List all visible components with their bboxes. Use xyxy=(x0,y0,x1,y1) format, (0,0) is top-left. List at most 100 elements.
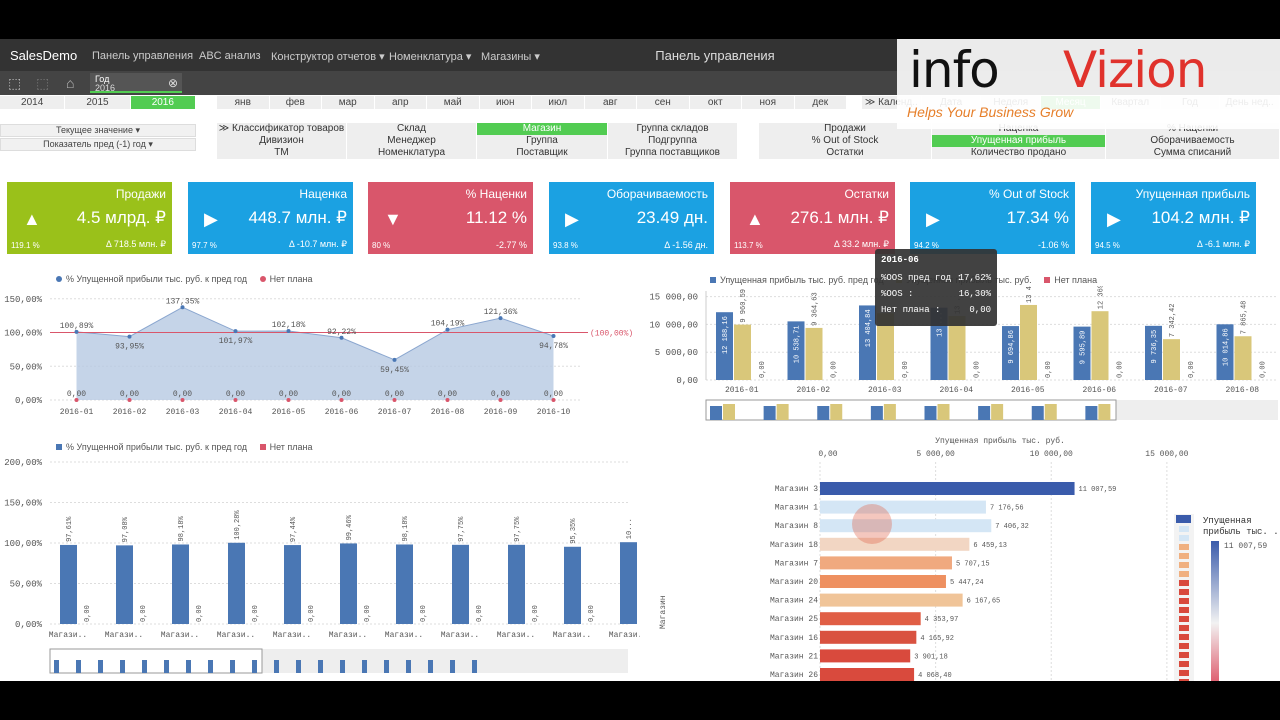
menu-nomenclature[interactable]: Номенклатура ▾ xyxy=(389,51,472,63)
dimension-item[interactable]: Группа xyxy=(477,135,608,147)
bar[interactable] xyxy=(116,545,133,624)
bar[interactable] xyxy=(172,544,189,624)
home-icon[interactable]: ⌂ xyxy=(66,75,75,91)
dimension-item[interactable]: Дивизион xyxy=(217,135,347,147)
selection-back-icon[interactable]: ⬚ xyxy=(8,75,22,91)
bar[interactable] xyxy=(948,316,966,380)
data-point[interactable] xyxy=(127,334,132,339)
bar[interactable] xyxy=(820,575,946,588)
measure-item[interactable]: Продажи xyxy=(759,123,932,135)
bar[interactable] xyxy=(1002,326,1019,380)
bar[interactable] xyxy=(284,545,301,624)
bar[interactable] xyxy=(820,668,915,681)
data-point[interactable] xyxy=(286,329,291,334)
bar[interactable] xyxy=(60,544,77,624)
bar[interactable] xyxy=(228,542,245,624)
chart-lost-profit-pct-by-store[interactable]: 0,00% 50,00% 100,00% 150,00% 200,00% 97,61% 0,… xyxy=(0,454,640,679)
data-point[interactable] xyxy=(551,334,556,339)
app-brand[interactable]: SalesDemo xyxy=(10,48,78,63)
chart-lost-profit-pct-by-month[interactable]: 0,00% 50,00% 100,00% 150,00% (100,00%) 100,89… xyxy=(0,284,640,434)
plan-point[interactable] xyxy=(233,398,238,402)
dimension-item[interactable]: Поставщик xyxy=(477,147,608,159)
month-item[interactable]: июл xyxy=(532,96,585,109)
month-item[interactable]: фев xyxy=(269,96,322,109)
scroll-thumb[interactable] xyxy=(49,648,263,674)
data-point[interactable] xyxy=(180,305,185,310)
month-item[interactable]: мар xyxy=(322,96,375,109)
selection-forward-icon[interactable]: ⬚ xyxy=(36,75,50,91)
bar[interactable] xyxy=(508,544,525,624)
chart-lost-profit-by-store[interactable]: Упущенная прибыль тыс. руб. 0,00 5 000,00 1… xyxy=(650,434,1280,681)
dimension-item[interactable]: Группа складов xyxy=(608,123,738,135)
menu-stores[interactable]: Магазины ▾ xyxy=(481,51,540,63)
prev-year-dropdown[interactable]: Показатель пред (-1) год ▾ xyxy=(0,138,196,151)
measure-item[interactable]: % Out of Stock xyxy=(759,135,932,147)
bar[interactable] xyxy=(1091,311,1109,380)
data-point[interactable] xyxy=(498,316,503,321)
bar[interactable] xyxy=(1145,325,1162,380)
bar[interactable] xyxy=(820,537,970,551)
data-point[interactable] xyxy=(233,329,238,334)
bar[interactable] xyxy=(716,312,733,380)
measure-item[interactable]: Остатки xyxy=(759,147,932,159)
data-point[interactable] xyxy=(339,335,344,340)
bar[interactable] xyxy=(805,327,823,380)
menu-report-builder[interactable]: Конструктор отчетов ▾ xyxy=(271,51,385,63)
bar[interactable] xyxy=(1234,336,1252,380)
dimension-item[interactable]: Подгруппа xyxy=(608,135,738,147)
bar[interactable] xyxy=(1020,304,1037,380)
bar[interactable] xyxy=(787,321,805,380)
month-item[interactable]: ноя xyxy=(742,96,795,109)
kpi-card[interactable]: Упущенная прибыль ▶ 104.2 млн. ₽ 94.5 % Δ -6… xyxy=(1091,182,1256,254)
month-item[interactable]: янв xyxy=(217,96,270,109)
dimension-item[interactable]: Магазин xyxy=(477,123,608,135)
kpi-card[interactable]: Наценка ▶ 448.7 млн. ₽ 97.7 % Δ -10.7 млн. ₽ xyxy=(188,182,353,254)
plan-point[interactable] xyxy=(180,398,185,402)
kpi-card[interactable]: Остатки ▲ 276.1 млн. ₽ 113.7 % Δ 33.2 млн. ₽ xyxy=(730,182,895,254)
bar[interactable] xyxy=(820,482,1075,495)
bar[interactable] xyxy=(820,612,921,626)
dimension-item[interactable]: Номенклатура xyxy=(347,147,477,159)
dimension-item[interactable]: Менеджер xyxy=(347,135,477,147)
bar[interactable] xyxy=(452,544,469,624)
data-point[interactable] xyxy=(392,357,397,362)
bar[interactable] xyxy=(877,313,894,380)
year-2016[interactable]: 2016 xyxy=(130,96,196,109)
year-2015[interactable]: 2015 xyxy=(65,96,131,109)
bar[interactable] xyxy=(820,593,963,607)
dimension-item[interactable]: Группа поставщиков xyxy=(608,147,738,159)
kpi-card[interactable]: Оборачиваемость ▶ 23.49 дн. 93.8 % Δ -1.56 д… xyxy=(549,182,714,254)
dimension-item[interactable]: ≫ Классификатор товаров xyxy=(217,123,347,135)
kpi-card[interactable]: Продажи ▲ 4.5 млрд. ₽ 119.1 % Δ 718.5 млн. ₽ xyxy=(7,182,172,254)
bar[interactable] xyxy=(820,519,992,533)
measure-item[interactable]: Сумма списаний xyxy=(1106,147,1280,159)
plan-point[interactable] xyxy=(498,398,503,402)
month-item[interactable]: июн xyxy=(479,96,532,109)
plan-point[interactable] xyxy=(339,398,344,402)
dimension-item[interactable]: ТМ xyxy=(217,147,347,159)
menu-abc-analysis[interactable]: ABC анализ xyxy=(199,50,261,62)
plan-point[interactable] xyxy=(392,398,397,402)
bar[interactable] xyxy=(734,324,751,380)
bar[interactable] xyxy=(859,305,876,380)
month-item[interactable]: дек xyxy=(794,96,847,109)
bar[interactable] xyxy=(1216,324,1234,380)
kpi-card[interactable]: % Наценки ▼ 11.12 % 80 % -2.77 % xyxy=(368,182,533,254)
month-item[interactable]: апр xyxy=(374,96,427,109)
measure-item[interactable]: Упущенная прибыль xyxy=(932,135,1106,147)
month-item[interactable]: окт xyxy=(689,96,742,109)
bar[interactable] xyxy=(340,543,357,624)
data-point[interactable] xyxy=(74,329,79,334)
bar[interactable] xyxy=(564,546,581,624)
measure-item[interactable]: Количество продано xyxy=(932,147,1106,159)
menu-dashboard[interactable]: Панель управления xyxy=(92,50,194,62)
year-2014[interactable]: 2014 xyxy=(0,96,66,109)
measure-item[interactable]: Оборачиваемость xyxy=(1106,135,1280,147)
bar[interactable] xyxy=(1163,339,1180,380)
bar[interactable] xyxy=(820,500,986,514)
month-item[interactable]: сен xyxy=(637,96,690,109)
plan-point[interactable] xyxy=(74,398,79,402)
plan-point[interactable] xyxy=(127,398,132,402)
bar[interactable] xyxy=(1073,326,1091,380)
scroll-thumb[interactable] xyxy=(705,399,1117,421)
